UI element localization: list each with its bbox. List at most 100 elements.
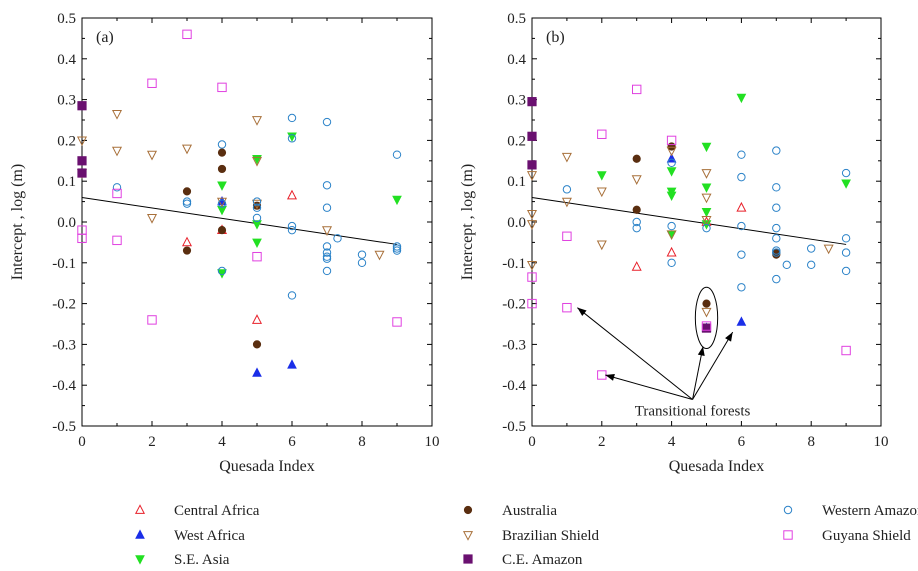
data-point [322, 266, 332, 276]
series-central_africa [181, 189, 298, 324]
data-point [322, 254, 332, 263]
y-tick-label: 0.2 [57, 133, 76, 149]
data-point [701, 193, 712, 204]
x-axis-label: Quesada Index [219, 458, 315, 475]
data-point [287, 291, 297, 300]
data-point [357, 250, 367, 259]
legend-label: Central Africa [174, 503, 260, 519]
series-se_asia [596, 93, 851, 240]
legend-label: Guyana Shield [822, 528, 911, 544]
data-point [823, 244, 834, 255]
annotation-arrowhead [725, 332, 733, 342]
data-point [701, 142, 712, 153]
data-point [147, 315, 157, 325]
data-point [632, 84, 642, 95]
data-point [561, 152, 572, 163]
series-western_amazon [112, 113, 402, 300]
data-point [772, 274, 781, 284]
data-point [772, 203, 781, 212]
data-point [146, 214, 158, 224]
y-tick-label: -0.5 [52, 419, 76, 435]
data-point [77, 101, 87, 111]
x-tick-label: 2 [598, 434, 606, 450]
legend-item-western_amazon: Western Amazon [783, 503, 918, 519]
legend-item-central_africa: Central Africa [134, 503, 260, 519]
series-ce_amazon [527, 97, 712, 333]
series-brazilian_shield [526, 146, 834, 318]
data-point [702, 299, 711, 308]
legend-item-ce_amazon: C.E. Amazon [463, 552, 583, 568]
data-point [322, 248, 332, 257]
data-point [701, 183, 712, 193]
data-point [737, 283, 746, 292]
y-tick-label: 0.4 [507, 52, 526, 68]
data-point [596, 240, 607, 251]
legend-marker [783, 530, 793, 540]
annotation-arrow [692, 346, 704, 400]
data-point [286, 189, 298, 200]
data-point [252, 367, 262, 377]
series-central_africa [631, 201, 747, 271]
data-point [561, 197, 572, 208]
legend-item-australia: Australia [463, 503, 557, 519]
data-point [526, 171, 538, 181]
annotation-text: Transitional forests [635, 403, 751, 419]
data-point [251, 116, 263, 126]
legend-marker [134, 504, 146, 514]
x-tick-label: 10 [874, 434, 889, 450]
data-point [251, 314, 263, 324]
data-point [666, 230, 677, 241]
data-point [667, 258, 676, 267]
data-point [841, 248, 851, 257]
panel-b-chart: -0.5 -0.4 -0.3 -0.2 -0.1 0.0 0.1 0.2 0.3 0.4 0.5 0 2… [459, 11, 889, 475]
data-point [736, 316, 747, 326]
data-point [596, 171, 607, 181]
data-point [737, 150, 746, 159]
data-point [182, 246, 192, 255]
annotation-arrowhead [577, 307, 587, 317]
y-tick-label: 0.0 [57, 215, 76, 231]
annotation-arrow [692, 331, 734, 400]
data-point [782, 260, 791, 270]
annotation-arrowhead [605, 374, 615, 381]
series-australia [77, 148, 262, 349]
data-point [526, 260, 538, 271]
legend-label: Western Amazon [822, 503, 918, 519]
data-point [772, 248, 781, 257]
data-point [841, 168, 851, 178]
data-point [392, 242, 402, 251]
data-point [392, 317, 402, 327]
y-tick-label: -0.3 [52, 337, 76, 353]
legend-item-west_africa: West Africa [135, 528, 245, 544]
data-point [77, 233, 87, 244]
annotation-arrowhead [697, 346, 705, 356]
legend-marker [135, 555, 145, 565]
data-point [181, 144, 193, 155]
data-point [526, 220, 538, 230]
data-point [374, 250, 385, 261]
legend-label: Australia [502, 503, 557, 519]
y-tick-label: 0.5 [57, 11, 76, 27]
data-point [252, 213, 262, 223]
data-point [841, 234, 851, 243]
y-axis-label: Intercept , log (m) [9, 164, 26, 280]
data-point [632, 217, 641, 227]
data-point [217, 266, 227, 276]
y-tick-label: 0.3 [57, 93, 76, 109]
x-axis-label: Quesada Index [669, 458, 765, 475]
data-point [216, 197, 228, 208]
data-point [562, 302, 572, 313]
data-point [667, 142, 676, 151]
data-point [527, 298, 537, 309]
data-point [666, 146, 677, 157]
series-ce_amazon [77, 101, 87, 178]
data-point [562, 231, 572, 241]
data-point [321, 226, 333, 236]
data-point [182, 187, 192, 196]
data-point [287, 134, 297, 143]
y-tick-label: 0.5 [507, 11, 526, 27]
data-point [182, 197, 192, 206]
data-point [357, 258, 367, 267]
data-point [772, 246, 781, 255]
